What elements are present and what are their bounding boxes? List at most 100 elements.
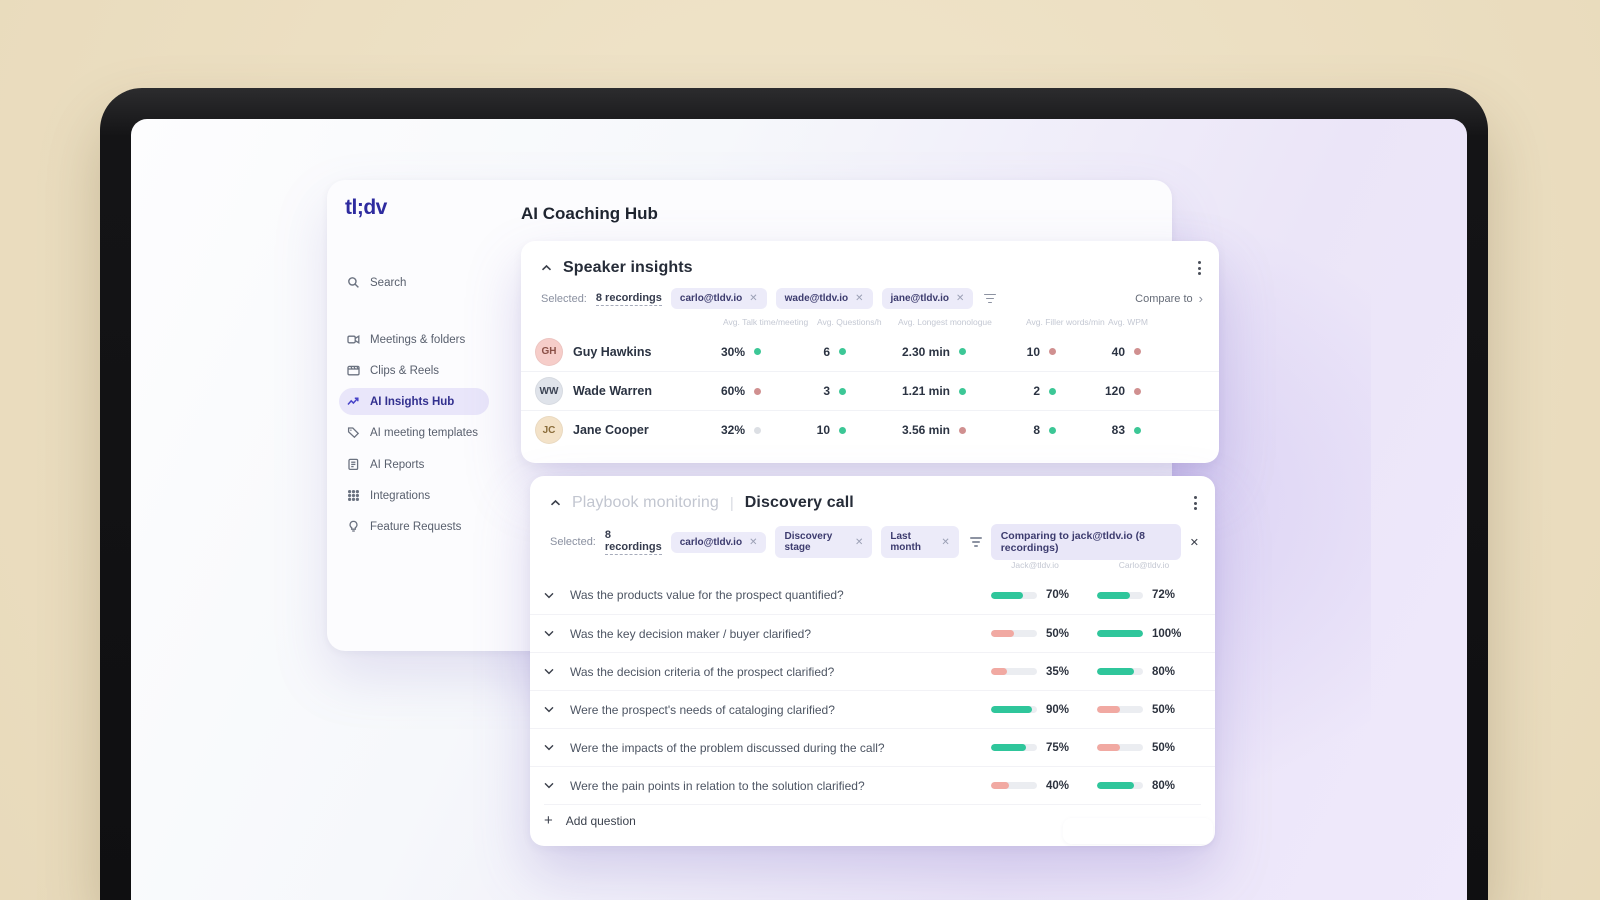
comparing-chip[interactable]: Comparing to jack@tldv.io (8 recordings)	[990, 524, 1181, 560]
percent-value: 50%	[1046, 627, 1070, 640]
close-icon[interactable]: ✕	[1189, 536, 1199, 549]
question-row[interactable]: Were the prospect's needs of cataloging …	[530, 690, 1215, 728]
compare-to-button[interactable]: Compare to ›	[1135, 291, 1203, 306]
table-column-headers: Avg. Talk time/meeting Avg. Questions/h …	[521, 317, 1219, 331]
question-row[interactable]: Were the pain points in relation to the …	[530, 766, 1215, 804]
progress-bar	[991, 782, 1010, 789]
sidebar-item-ai-reports[interactable]: AI Reports	[339, 451, 489, 478]
filter-chip[interactable]: carlo@tldv.io ✕	[670, 531, 767, 553]
close-icon[interactable]: ✕	[955, 293, 965, 304]
status-dot	[839, 426, 846, 434]
question-row[interactable]: Was the key decision maker / buyer clari…	[530, 614, 1215, 652]
collapse-caret-icon[interactable]	[541, 264, 552, 272]
screen: tl;dv AI Coaching Hub Search	[131, 119, 1467, 900]
stat-value: 2.30 min	[901, 344, 950, 359]
close-icon[interactable]: ✕	[855, 293, 864, 304]
question-row[interactable]: Was the decision criteria of the prospec…	[530, 652, 1215, 690]
stat-value: 30%	[720, 344, 745, 359]
stat-value: 32%	[720, 423, 745, 437]
filter-chip[interactable]: carlo@tldv.io ✕	[670, 288, 767, 309]
percent-value: 72%	[1152, 589, 1176, 601]
avatar: GH	[535, 337, 563, 366]
progress-bar	[991, 630, 1014, 637]
lightbulb-icon	[347, 520, 360, 533]
sidebar-item-search[interactable]: Search	[339, 269, 489, 296]
question-list: Was the products value for the prospect …	[530, 576, 1215, 804]
sidebar-item-label: AI meeting templates	[370, 426, 479, 439]
chevron-down-icon[interactable]	[544, 592, 570, 599]
chip-label: jane@tldv.io	[890, 293, 949, 304]
stat-value: 60%	[720, 384, 745, 398]
selected-label: Selected:	[541, 292, 587, 305]
avatar: WW	[535, 377, 563, 405]
close-icon[interactable]: ✕	[941, 536, 950, 548]
chevron-down-icon[interactable]	[544, 668, 570, 675]
question-row[interactable]: Was the products value for the prospect …	[530, 576, 1215, 614]
filter-icon[interactable]	[984, 293, 997, 304]
sidebar-item-feature-requests[interactable]: Feature Requests	[339, 513, 489, 540]
stat-value: 83	[1111, 423, 1125, 437]
status-dot	[1049, 426, 1056, 434]
chip-label: carlo@tldv.io	[679, 536, 743, 548]
column-header: Avg. Longest monologue	[898, 317, 992, 327]
clapperboard-icon	[347, 364, 360, 377]
filter-chip[interactable]: wade@tldv.io ✕	[775, 288, 873, 309]
close-icon[interactable]: ✕	[854, 536, 864, 548]
speaker-insights-card: Speaker insights Selected: 8 recordings …	[521, 241, 1219, 463]
stat-value: 3	[823, 384, 830, 398]
grid-dots-icon	[347, 489, 360, 502]
status-dot	[839, 387, 846, 395]
comparing-label: Comparing to jack@tldv.io (8 recordings)	[1000, 530, 1145, 554]
status-dot	[1134, 348, 1141, 355]
chevron-down-icon[interactable]	[544, 744, 570, 751]
sidebar-item-ai-insights-hub[interactable]: AI Insights Hub	[339, 388, 489, 415]
kebab-menu-icon[interactable]	[1190, 492, 1201, 514]
chevron-down-icon[interactable]	[544, 706, 570, 713]
status-dot	[754, 426, 761, 434]
table-row[interactable]: JC Jane Cooper 32% 10 3.56 min 8 83	[521, 410, 1219, 449]
speaker-table: GH Guy Hawkins 30% 6 2.30 min 10 40 WW W…	[521, 332, 1219, 449]
progress-cell-left: 70%	[991, 589, 1097, 601]
add-question-button[interactable]: + Add question	[544, 804, 1201, 836]
trend-chart-icon	[347, 395, 360, 408]
progress-bar	[1097, 782, 1134, 789]
close-icon[interactable]: ✕	[749, 293, 758, 304]
chevron-down-icon[interactable]	[544, 782, 570, 789]
progress-bar	[1097, 706, 1120, 713]
kebab-menu-icon[interactable]	[1194, 257, 1205, 279]
search-icon	[347, 276, 360, 289]
filter-chip[interactable]: Last month ✕	[881, 526, 959, 558]
progress-cell-right: 80%	[1097, 780, 1203, 792]
speaker-name: Wade Warren	[573, 384, 652, 398]
page-title: AI Coaching Hub	[521, 204, 658, 223]
table-row[interactable]: GH Guy Hawkins 30% 6 2.30 min 10 40	[521, 332, 1219, 371]
filter-icon[interactable]	[969, 537, 982, 547]
column-header: Jack@tldv.io	[1011, 560, 1059, 570]
report-icon	[347, 458, 360, 471]
chevron-down-icon[interactable]	[544, 630, 570, 637]
close-icon[interactable]: ✕	[749, 536, 758, 548]
sidebar-item-meetings-folders[interactable]: Meetings & folders	[339, 326, 489, 353]
plus-icon: +	[544, 812, 553, 829]
laptop-frame: tl;dv AI Coaching Hub Search	[100, 88, 1488, 900]
selected-recordings-link[interactable]: 8 recordings	[595, 291, 662, 306]
progress-cell-left: 35%	[991, 666, 1097, 678]
percent-value: 80%	[1152, 665, 1176, 678]
percent-value: 35%	[1046, 665, 1070, 678]
chip-label: Last month	[890, 531, 921, 553]
status-dot	[959, 426, 966, 434]
stat-value: 120	[1104, 384, 1125, 398]
collapse-caret-icon[interactable]	[550, 499, 561, 507]
question-row[interactable]: Were the impacts of the problem discusse…	[530, 728, 1215, 766]
percent-value: 50%	[1152, 703, 1176, 716]
table-row[interactable]: WW Wade Warren 60% 3 1.21 min 2 120	[521, 371, 1219, 410]
sidebar-item-integrations[interactable]: Integrations	[339, 482, 489, 509]
selected-recordings-link[interactable]: 8 recordings	[604, 529, 662, 555]
progress-cell-right: 50%	[1097, 704, 1203, 716]
filter-chip[interactable]: Discovery stage ✕	[775, 526, 873, 558]
progress-bar	[991, 668, 1008, 675]
sidebar-item-clips-reels[interactable]: Clips & Reels	[339, 357, 489, 384]
filter-chip[interactable]: jane@tldv.io ✕	[881, 288, 974, 309]
progress-cell-left: 50%	[991, 628, 1097, 640]
sidebar-item-ai-meeting-templates[interactable]: AI meeting templates	[339, 419, 489, 446]
